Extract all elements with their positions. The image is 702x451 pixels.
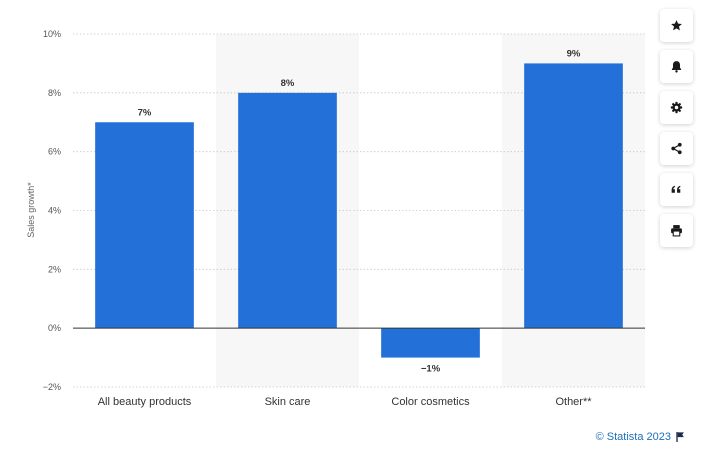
y-tick-label: 8% [48,88,61,98]
y-tick-label: 0% [48,323,61,333]
bar [524,63,623,329]
x-tick-label: Color cosmetics [391,396,470,408]
share-button[interactable] [660,132,693,165]
x-tick-label: All beauty products [98,396,192,408]
bell-icon [671,61,682,73]
printer-icon [671,225,682,237]
y-tick-label: 2% [48,264,61,274]
data-label: −1% [421,364,441,375]
x-tick-label: Skin care [265,396,311,408]
credit-text[interactable]: © Statista 2023 [595,431,671,443]
cite-button[interactable] [660,173,693,206]
bar [238,92,337,329]
y-axis-title: Sales growth* [26,182,36,238]
bar [95,122,194,329]
data-label: 8% [281,78,295,89]
statista-credit[interactable]: © Statista 2023 [596,431,685,443]
data-label: 7% [138,107,152,118]
gear-icon [670,101,683,114]
y-tick-label: −2% [43,382,61,392]
notification-button[interactable] [660,50,693,83]
x-tick-label: Other** [555,396,592,408]
print-button[interactable] [660,214,693,247]
favorite-button[interactable] [660,9,693,42]
y-tick-label: 6% [48,147,61,157]
bar [381,328,480,358]
share-icon [671,142,682,155]
settings-button[interactable] [660,91,693,124]
quote-icon [671,185,681,193]
data-label: 9% [567,48,581,59]
toolbar [660,9,694,247]
y-tick-label: 10% [43,29,61,39]
star-icon [671,20,682,31]
y-tick-label: 4% [48,206,61,216]
flag-icon [676,432,684,442]
